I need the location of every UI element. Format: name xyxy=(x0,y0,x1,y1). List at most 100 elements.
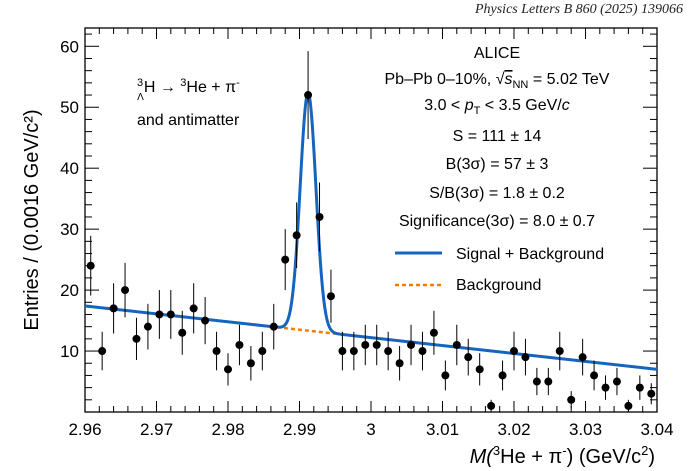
data-point xyxy=(86,235,95,296)
data-point xyxy=(201,296,210,345)
data-marker xyxy=(212,347,221,356)
x-tick-label: 2.96 xyxy=(68,420,101,439)
data-marker xyxy=(429,328,438,337)
data-point xyxy=(166,290,175,339)
data-point xyxy=(281,229,290,291)
data-point xyxy=(109,283,118,334)
y-tick-label: 60 xyxy=(60,37,79,56)
data-marker xyxy=(269,322,278,331)
data-point xyxy=(326,269,335,323)
data-marker xyxy=(384,347,393,356)
journal-reference: Physics Letters B 860 (2025) 139066 xyxy=(474,2,683,17)
x-tick-label: 3.03 xyxy=(569,420,602,439)
data-point xyxy=(98,331,107,371)
data-point xyxy=(578,338,587,376)
data-marker xyxy=(98,347,107,356)
data-point xyxy=(647,383,656,405)
data-marker xyxy=(395,359,404,368)
data-point xyxy=(292,202,301,269)
data-marker xyxy=(544,377,553,386)
x-tick-label: 3.04 xyxy=(640,420,673,439)
data-marker xyxy=(487,401,496,410)
data-point xyxy=(246,345,255,381)
legend-label-background: Background xyxy=(456,277,541,294)
data-marker xyxy=(361,340,370,349)
data-marker xyxy=(612,377,621,386)
signal-background-curve xyxy=(84,90,658,371)
data-point xyxy=(418,331,427,371)
x-tick-label: 2.98 xyxy=(211,420,244,439)
data-point xyxy=(475,353,484,386)
data-point xyxy=(212,331,221,371)
data-point xyxy=(121,262,130,318)
data-marker xyxy=(452,340,461,349)
legend: Signal + Background Background xyxy=(395,246,604,294)
y-tick-label: 50 xyxy=(60,98,79,117)
data-marker xyxy=(407,340,416,349)
data-point xyxy=(521,338,530,376)
signal-yield-label: S = 111 ± 14 xyxy=(453,128,542,145)
collision-system-label: Pb–Pb 0–10%, √sNN = 5.02 TeV xyxy=(385,71,610,91)
legend-label-signal-background: Signal + Background xyxy=(456,246,604,263)
data-point xyxy=(429,310,438,355)
data-marker xyxy=(567,395,576,404)
signal-to-background-label: S/B(3σ) = 1.8 ± 0.2 xyxy=(429,185,565,202)
data-point xyxy=(601,375,610,400)
data-marker xyxy=(521,353,530,362)
data-marker xyxy=(201,316,210,325)
signal-background-fit xyxy=(84,90,658,371)
data-marker xyxy=(372,340,381,349)
data-marker xyxy=(178,328,187,337)
data-marker xyxy=(578,353,587,362)
data-points xyxy=(86,51,656,412)
x-axis-label: M(3He + π-) (GeV/c2) xyxy=(470,443,655,468)
data-point xyxy=(224,353,232,386)
data-point xyxy=(361,324,370,366)
sqrt-symbol: √ xyxy=(496,71,505,88)
data-marker xyxy=(246,359,255,368)
data-marker xyxy=(418,347,427,356)
data-marker xyxy=(464,353,473,362)
data-point xyxy=(178,310,187,355)
data-marker xyxy=(555,347,564,356)
data-point xyxy=(532,367,541,396)
y-tick-label: 40 xyxy=(60,159,79,178)
data-point xyxy=(544,367,553,396)
pt-range-label: 3.0 < pT < 3.5 GeV/c xyxy=(424,97,570,117)
data-marker xyxy=(590,371,599,380)
background-yield-label: B(3σ) = 57 ± 3 xyxy=(446,156,549,173)
data-marker xyxy=(510,347,518,356)
data-point xyxy=(452,324,461,366)
data-marker xyxy=(441,371,450,380)
data-point xyxy=(143,303,152,350)
y-tick-label: 10 xyxy=(60,342,79,361)
data-point xyxy=(590,360,599,391)
x-tick-label: 3.01 xyxy=(426,420,459,439)
axis-ticks: 2.96 2.97 2.98 2.99 3 3.01 3.02 3.03 3.04 10 20 30 4… xyxy=(60,28,674,439)
data-point xyxy=(624,399,633,412)
x-tick-label: 2.99 xyxy=(283,420,316,439)
x-tick-label: 3 xyxy=(366,420,375,439)
data-point xyxy=(384,331,393,371)
data-point xyxy=(510,331,518,371)
data-point xyxy=(407,324,416,366)
data-marker xyxy=(624,401,633,410)
significance-label: Significance(3σ) = 8.0 ± 0.7 xyxy=(399,213,595,230)
data-point xyxy=(315,182,324,252)
data-marker xyxy=(315,212,324,221)
data-marker xyxy=(132,334,141,343)
y-tick-label: 30 xyxy=(60,220,79,239)
data-point xyxy=(349,331,358,371)
data-marker xyxy=(155,310,164,319)
data-marker xyxy=(349,347,358,356)
data-marker xyxy=(224,365,232,374)
info-block: ALICE Pb–Pb 0–10%, √sNN = 5.02 TeV 3.0 <… xyxy=(385,45,610,230)
data-marker xyxy=(121,286,130,295)
y-axis-label: Entries / (0.0016 GeV/c²) xyxy=(21,109,43,330)
x-tick-label: 3.02 xyxy=(497,420,530,439)
data-marker xyxy=(338,347,347,356)
data-point xyxy=(155,290,164,339)
data-point xyxy=(338,331,347,371)
data-point xyxy=(258,331,267,371)
experiment-label: ALICE xyxy=(474,45,520,62)
